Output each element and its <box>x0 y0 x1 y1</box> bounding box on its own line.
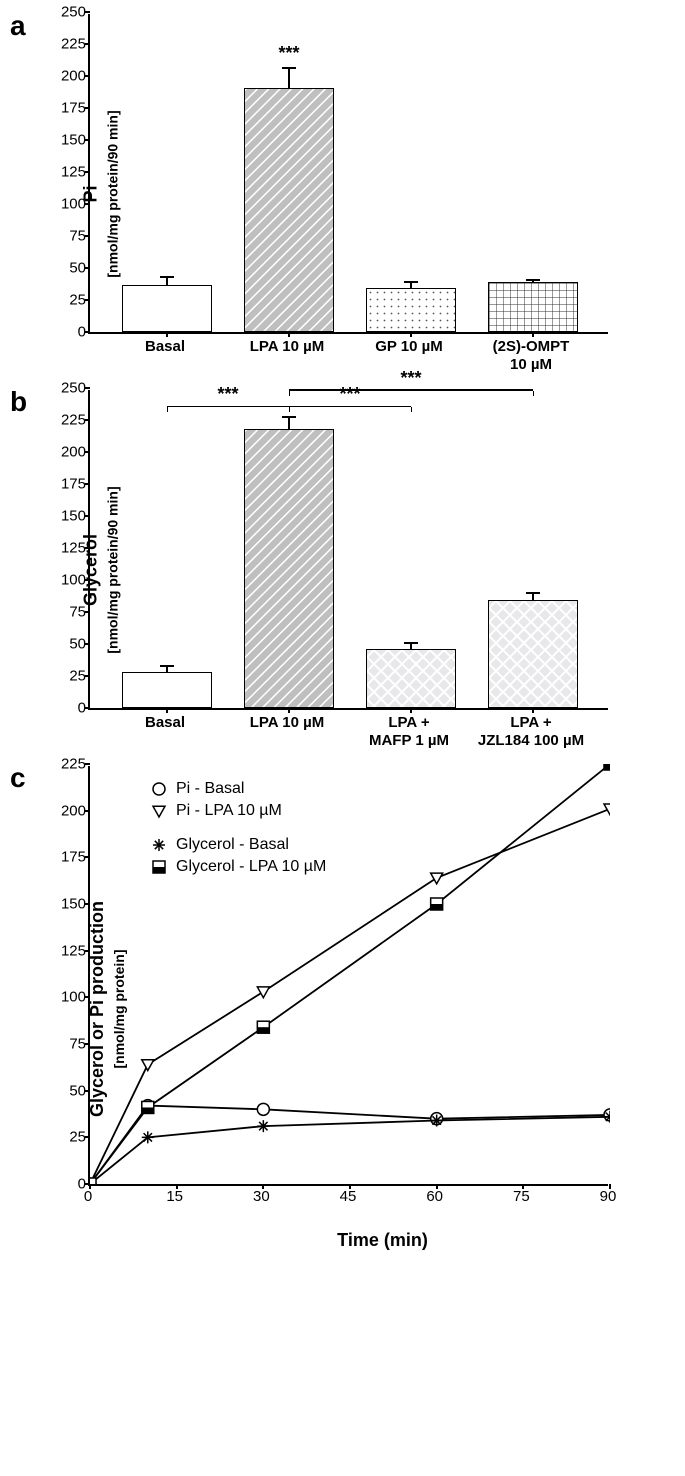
panel-a: a Pi [nmol/mg protein/90 min] 0255075100… <box>8 14 677 374</box>
panel-c-xlabels: 0153045607590 <box>88 1186 677 1206</box>
sig-marker: *** <box>339 384 360 405</box>
xlabel: Basal <box>105 714 225 732</box>
ytick: 25 <box>50 1129 86 1146</box>
ytick: 250 <box>50 4 86 21</box>
panel-c-plot: 0255075100125150175200225Pi - BasalPi - … <box>88 766 608 1186</box>
legend-label: Glycerol - Basal <box>176 836 289 854</box>
ytick: 150 <box>50 896 86 913</box>
ytick: 75 <box>50 604 86 621</box>
ytick: 125 <box>50 164 86 181</box>
ytick: 100 <box>50 989 86 1006</box>
ytick: 100 <box>50 196 86 213</box>
bar <box>122 672 212 708</box>
panel-b-plot: 0255075100125150175200225250********* <box>88 390 608 710</box>
ytick: 25 <box>50 292 86 309</box>
ytick: 175 <box>50 100 86 117</box>
bar <box>488 282 578 332</box>
ytick: 225 <box>50 412 86 429</box>
legend-item: Glycerol - LPA 10 µM <box>150 856 326 878</box>
ytick: 125 <box>50 942 86 959</box>
panel-c-xtitle: Time (min) <box>88 1230 677 1251</box>
sig-marker: *** <box>400 368 421 389</box>
bar <box>366 649 456 708</box>
ytick: 0 <box>50 1176 86 1193</box>
ytick: 0 <box>50 324 86 341</box>
ytick: 225 <box>50 756 86 773</box>
ytick: 50 <box>50 636 86 653</box>
xtick: 90 <box>600 1188 617 1205</box>
ytick: 0 <box>50 700 86 717</box>
bar <box>244 88 334 332</box>
xtick: 45 <box>340 1188 357 1205</box>
ytick: 75 <box>50 1036 86 1053</box>
sig-marker: *** <box>217 384 238 405</box>
panel-a-label: a <box>10 10 26 42</box>
ytick: 125 <box>50 540 86 557</box>
panel-b-chart: Glycerol [nmol/mg protein/90 min] 025507… <box>88 390 677 750</box>
legend-label: Glycerol - LPA 10 µM <box>176 858 326 876</box>
panel-b-xlabels: BasalLPA 10 µMLPA +MAFP 1 µMLPA +JZL184 … <box>88 710 677 750</box>
legend-label: Pi - LPA 10 µM <box>176 802 282 820</box>
legend-item: Pi - Basal <box>150 778 326 800</box>
sig-marker: *** <box>278 43 299 64</box>
panel-c-label: c <box>10 762 26 794</box>
ytick: 200 <box>50 68 86 85</box>
xtick: 30 <box>253 1188 270 1205</box>
legend-label: Pi - Basal <box>176 780 244 798</box>
panel-a-xlabels: BasalLPA 10 µMGP 10 µM(2S)-OMPT10 µM <box>88 334 677 374</box>
xlabel: GP 10 µM <box>349 338 469 356</box>
panel-a-chart: Pi [nmol/mg protein/90 min] 025507510012… <box>88 14 677 374</box>
ytick: 200 <box>50 802 86 819</box>
xlabel: LPA +MAFP 1 µM <box>349 714 469 750</box>
ytick: 100 <box>50 572 86 589</box>
panel-c: c Glycerol or Pi production [nmol/mg pro… <box>8 766 677 1251</box>
bar <box>488 600 578 708</box>
ytick: 250 <box>50 380 86 397</box>
bar <box>366 288 456 332</box>
bar <box>122 285 212 332</box>
ytick: 175 <box>50 476 86 493</box>
panel-c-chart: Glycerol or Pi production [nmol/mg prote… <box>88 766 677 1251</box>
xlabel: (2S)-OMPT10 µM <box>471 338 591 374</box>
xtick: 0 <box>84 1188 92 1205</box>
ytick: 200 <box>50 444 86 461</box>
xlabel: Basal <box>105 338 225 356</box>
ytick: 150 <box>50 132 86 149</box>
ytick: 225 <box>50 36 86 53</box>
ytick: 25 <box>50 668 86 685</box>
ytick: 50 <box>50 260 86 277</box>
legend: Pi - Basal Pi - LPA 10 µM Glycerol - Basal… <box>150 778 326 878</box>
panel-a-plot: 0255075100125150175200225250*** <box>88 14 608 334</box>
panel-b-label: b <box>10 386 27 418</box>
ytick: 175 <box>50 849 86 866</box>
xlabel: LPA +JZL184 100 µM <box>471 714 591 750</box>
legend-item: Glycerol - Basal <box>150 834 326 856</box>
bar <box>244 429 334 708</box>
ytick: 75 <box>50 228 86 245</box>
xtick: 60 <box>426 1188 443 1205</box>
legend-item: Pi - LPA 10 µM <box>150 800 326 822</box>
ytick: 150 <box>50 508 86 525</box>
xlabel: LPA 10 µM <box>227 714 347 732</box>
xtick: 75 <box>513 1188 530 1205</box>
ytick: 50 <box>50 1082 86 1099</box>
xlabel: LPA 10 µM <box>227 338 347 356</box>
xtick: 15 <box>166 1188 183 1205</box>
panel-b: b Glycerol [nmol/mg protein/90 min] 0255… <box>8 390 677 750</box>
